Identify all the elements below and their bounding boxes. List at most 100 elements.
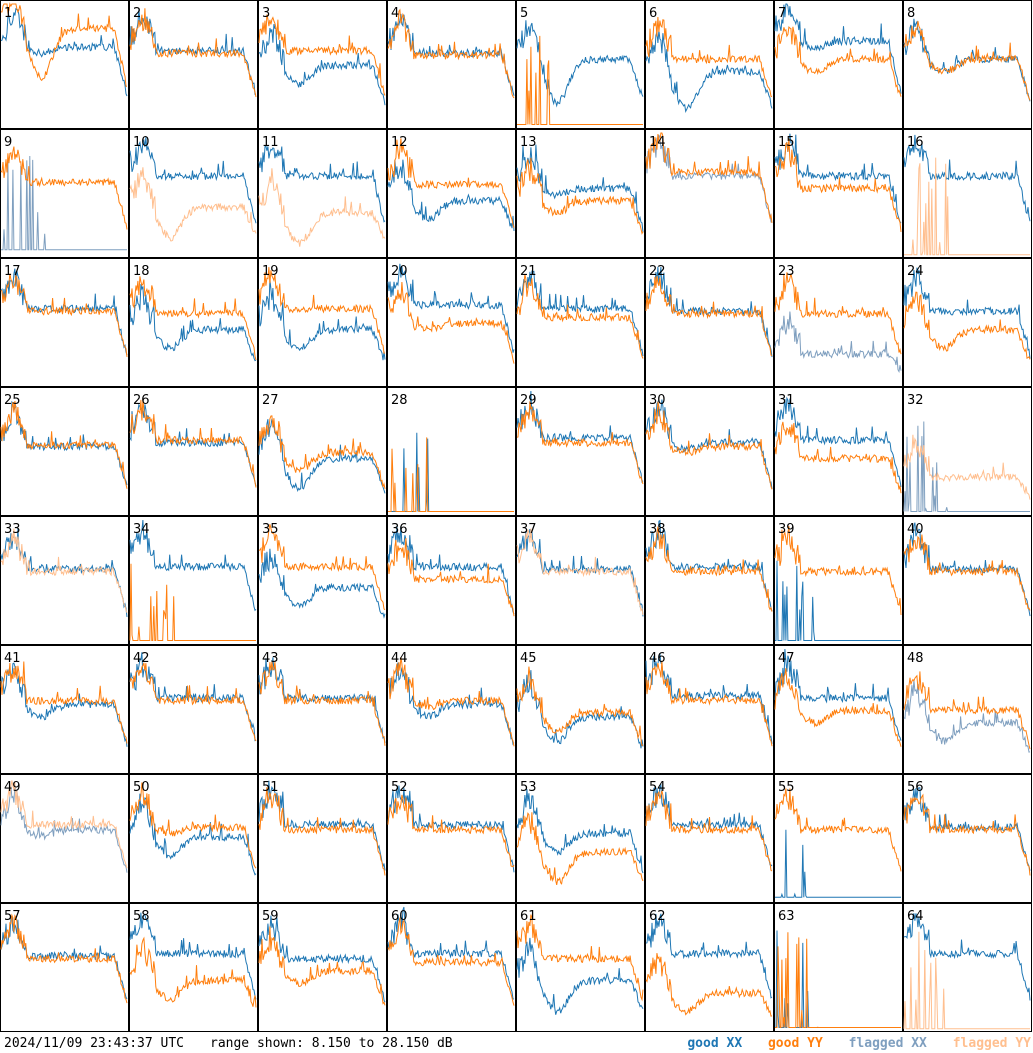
panel-63: 63 [774,903,903,1032]
panel-29: 29 [516,387,645,516]
spectrum-yy-26 [129,398,257,488]
spectrum-yy-6 [645,16,773,97]
panel-48: 48 [903,645,1032,774]
panel-16: 16 [903,129,1032,258]
panel-frame-29 [516,387,645,516]
panel-45: 45 [516,645,645,774]
panel-label-23: 23 [778,264,795,279]
spectrum-yy-23 [774,272,902,355]
panel-frame-13 [516,129,645,258]
panel-label-17: 17 [4,264,21,279]
panel-33: 33 [0,516,129,645]
panel-frame-41 [0,645,129,774]
panel-label-31: 31 [778,393,795,408]
panel-frame-58 [129,903,258,1032]
panel-frame-45 [516,645,645,774]
spectrum-yy-64 [903,931,1030,1030]
spectrum-yy-44 [387,656,515,747]
spectrum-yy-39 [774,526,902,616]
panel-label-43: 43 [262,651,279,666]
spectrum-yy-59 [258,926,386,1006]
panel-18: 18 [129,258,258,387]
spectrum-yy-35 [258,524,386,611]
panel-62: 62 [645,903,774,1032]
panel-label-64: 64 [907,909,924,924]
panel-64: 64 [903,903,1032,1032]
panel-frame-21 [516,258,645,387]
panel-frame-33 [0,516,129,645]
panel-frame-6 [645,0,774,129]
panel-label-60: 60 [391,909,408,924]
range-text: range shown: 8.150 to 28.150 dB [210,1036,453,1051]
panel-43: 43 [258,645,387,774]
panel-frame-11 [258,129,387,258]
spectrum-yy-32 [903,434,1031,500]
panel-38: 38 [645,516,774,645]
panel-1: 1 [0,0,129,129]
spectrum-yy-7 [774,26,902,97]
spectrum-yy-20 [387,281,515,364]
panel-52: 52 [387,774,516,903]
panel-label-11: 11 [262,135,279,150]
panel-label-29: 29 [520,393,537,408]
spectrum-yy-47 [774,668,902,747]
spectrum-xx-37 [516,529,644,617]
panel-frame-62 [645,903,774,1032]
panel-23: 23 [774,258,903,387]
panel-frame-55 [774,774,903,903]
legend-flagged-xx: flagged XX [848,1036,927,1051]
panel-label-40: 40 [907,522,924,537]
panel-9: 9 [0,129,129,258]
footer: 2024/11/09 23:43:37 UTC range shown: 8.1… [0,1034,1033,1053]
panel-13: 13 [516,129,645,258]
panel-label-61: 61 [520,909,537,924]
panel-frame-19 [258,258,387,387]
panel-4: 4 [387,0,516,129]
spectrum-xx-41 [0,662,128,747]
panel-frame-40 [903,516,1032,645]
panel-label-8: 8 [907,6,915,21]
spectrum-yy-33 [0,528,128,613]
panel-frame-57 [0,903,129,1032]
spectrum-yy-3 [258,14,386,96]
panel-56: 56 [903,774,1032,903]
legend-flagged-yy: flagged YY [952,1036,1031,1051]
spectrum-yy-30 [645,401,773,490]
panel-label-6: 6 [649,6,657,21]
panel-3: 3 [258,0,387,129]
spectrum-xx-55 [775,829,901,898]
panel-frame-2 [129,0,258,129]
panel-frame-26 [129,387,258,516]
panel-46: 46 [645,645,774,774]
spectrum-xx-16 [903,134,1031,222]
spectrum-yy-24 [903,291,1031,360]
panel-frame-56 [903,774,1032,903]
panel-frame-51 [258,774,387,903]
panel-frame-28 [387,387,516,516]
panel-frame-34 [129,516,258,645]
spectrum-yy-12 [387,138,515,228]
panel-label-54: 54 [649,780,666,795]
panel-frame-44 [387,645,516,774]
panel-label-7: 7 [778,6,786,21]
panel-54: 54 [645,774,774,903]
spectrum-yy-13 [516,157,644,235]
spectrum-yy-17 [0,273,128,357]
panel-35: 35 [258,516,387,645]
panel-frame-24 [903,258,1032,387]
spectrum-yy-62 [645,953,773,1017]
spectrum-xx-58 [129,912,257,1000]
spectrum-xx-7 [774,3,902,94]
spectrum-xx-48 [903,679,1031,753]
spectrum-xx-34 [129,519,257,612]
panel-label-18: 18 [133,264,150,279]
panel-label-51: 51 [262,780,279,795]
panel-label-28: 28 [391,393,408,408]
spectrum-xx-32 [903,421,1030,512]
panel-5: 5 [516,0,645,129]
panel-label-44: 44 [391,651,408,666]
panel-25: 25 [0,387,129,516]
panel-frame-30 [645,387,774,516]
spectrum-xx-19 [258,278,386,361]
